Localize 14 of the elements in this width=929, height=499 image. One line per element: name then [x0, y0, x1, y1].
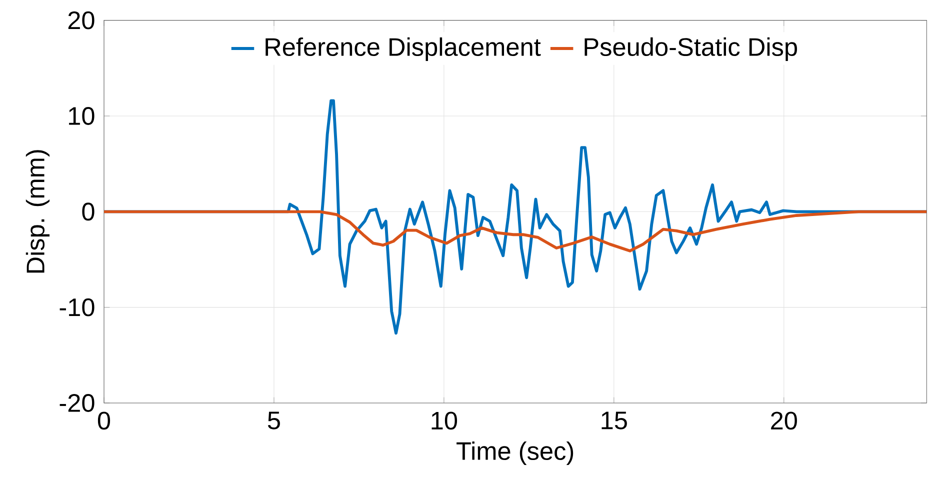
y-tick-label: 10: [69, 107, 94, 125]
y-tick-label: 0: [82, 202, 94, 221]
y-tick-label: 20: [68, 11, 94, 30]
x-tick-label: 10: [432, 412, 458, 430]
y-tick-label: -20: [60, 394, 94, 412]
x-tick-label: 20: [771, 412, 797, 430]
x-tick-label: 15: [602, 412, 627, 430]
x-tick-label: 0: [98, 412, 110, 430]
x-axis-title: Time (sec): [456, 441, 574, 466]
legend-label: Pseudo-Static Disp: [584, 37, 797, 62]
legend-label: Reference Displacement: [266, 37, 541, 62]
x-tick-label: 5: [268, 412, 280, 430]
y-axis-title: Disp. (mm): [26, 150, 50, 273]
y-tick-label: -10: [60, 298, 94, 316]
